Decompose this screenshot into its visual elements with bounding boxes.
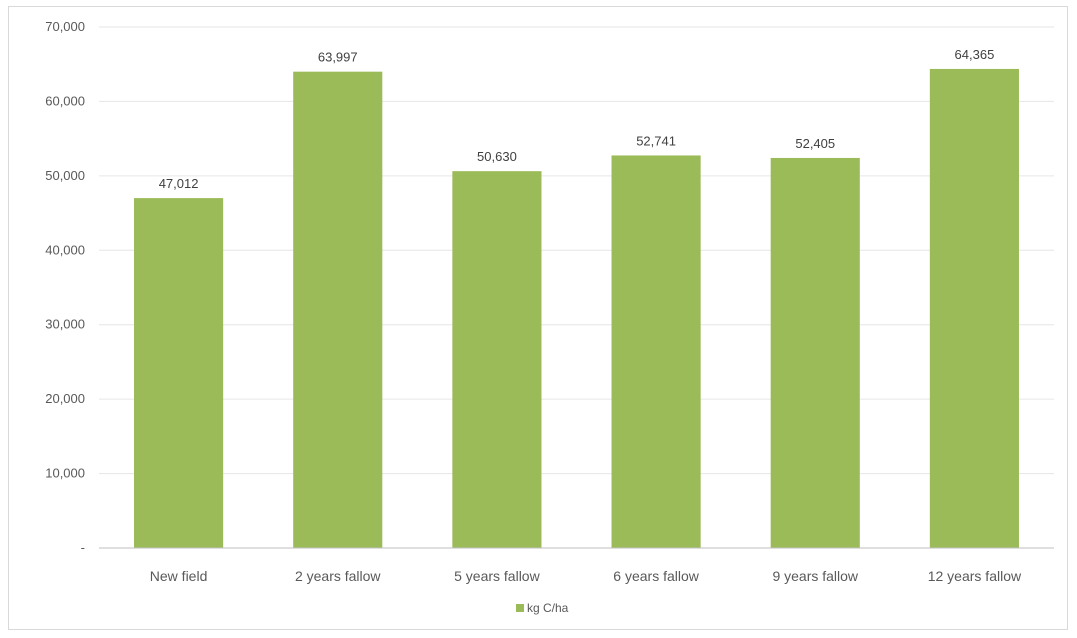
chart-frame: - 10,000 20,000 30,000 40,000 50,000 60,000 70,… — [8, 6, 1068, 630]
y-tick-label: 60,000 — [45, 93, 85, 108]
bar — [134, 198, 224, 548]
legend: kg C/ha — [516, 601, 569, 615]
legend-swatch — [516, 604, 524, 612]
x-axis-category-labels: New field 2 years fallow 5 years fallow 6 y… — [150, 568, 1022, 584]
y-axis-tick-labels: - 10,000 20,000 30,000 40,000 50,000 60,000 70,… — [45, 19, 85, 555]
data-label: 64,365 — [955, 47, 995, 62]
legend-label: kg C/ha — [527, 601, 569, 615]
x-category-label: 5 years fallow — [454, 568, 540, 584]
y-tick-label: 40,000 — [45, 242, 85, 257]
y-tick-label: 10,000 — [45, 466, 85, 481]
bar — [770, 157, 860, 548]
x-category-label: 6 years fallow — [613, 568, 699, 584]
x-category-label: 12 years fallow — [928, 568, 1022, 584]
y-tick-label: 20,000 — [45, 391, 85, 406]
bar — [293, 71, 383, 548]
bar — [611, 155, 701, 548]
data-label: 50,630 — [477, 149, 517, 164]
data-label: 52,741 — [636, 133, 676, 148]
data-label: 52,405 — [795, 136, 835, 151]
y-tick-label: 50,000 — [45, 168, 85, 183]
y-tick-label: - — [81, 540, 85, 555]
y-tick-label: 30,000 — [45, 317, 85, 332]
data-label: 63,997 — [318, 50, 358, 65]
x-category-label: 2 years fallow — [295, 568, 381, 584]
y-tick-label: 70,000 — [45, 19, 85, 34]
gridlines — [99, 26, 1054, 475]
bars — [134, 68, 1019, 549]
bar — [929, 68, 1019, 549]
x-category-label: 9 years fallow — [772, 568, 858, 584]
bar-chart: - 10,000 20,000 30,000 40,000 50,000 60,000 70,… — [45, 19, 1054, 615]
bar — [452, 171, 542, 548]
data-labels: 47,012 63,997 50,630 52,741 52,405 64,365 — [159, 47, 995, 191]
data-label: 47,012 — [159, 176, 199, 191]
x-category-label: New field — [150, 568, 208, 584]
